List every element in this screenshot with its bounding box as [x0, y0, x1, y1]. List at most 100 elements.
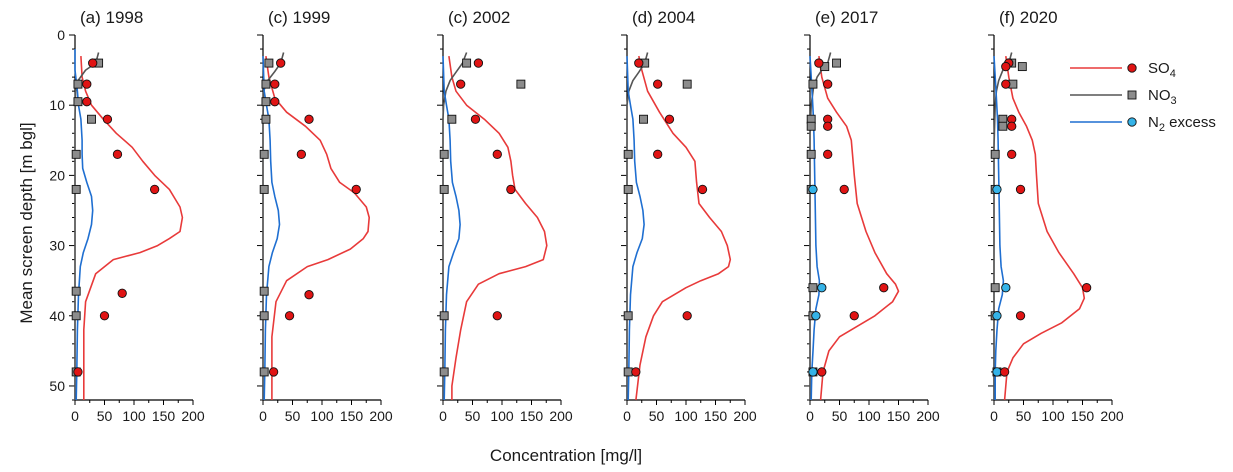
n2-excess-point — [992, 311, 1002, 321]
y-tick-label: 20 — [49, 167, 65, 183]
x-tick-label: 0 — [259, 408, 267, 424]
so4-point — [839, 184, 849, 195]
no3-point — [439, 367, 449, 377]
y-tick-label: 50 — [49, 378, 65, 394]
no3-point — [682, 79, 692, 89]
so4-curve — [448, 55, 548, 400]
no3-point — [439, 149, 449, 159]
so4-point — [817, 367, 827, 377]
x-tick-label: 150 — [152, 408, 176, 424]
so4-point — [634, 58, 644, 68]
so4-point — [88, 58, 98, 68]
no3-point — [261, 79, 271, 89]
no3-point — [259, 184, 269, 194]
so4-curve — [818, 55, 900, 401]
so4-curve — [80, 56, 184, 400]
no3-point — [808, 283, 818, 293]
so4-point — [879, 283, 889, 293]
so4-point — [1001, 61, 1011, 72]
so4-point — [697, 184, 708, 195]
so4-point — [664, 114, 675, 124]
no3-point — [516, 79, 526, 89]
x-tick-label: 150 — [704, 408, 728, 424]
no3-point — [990, 149, 1000, 159]
no3-point — [806, 121, 816, 131]
so4-point — [82, 79, 92, 89]
x-tick-label: 0 — [990, 408, 998, 424]
panel-5: 0 50 100 150 200 (e) 2017 — [804, 8, 940, 424]
no3-point — [998, 121, 1008, 131]
x-tick-label: 0 — [623, 408, 631, 424]
no3-point — [73, 97, 83, 107]
panel-title: (d) 2004 — [632, 8, 695, 27]
x-tick-label: 150 — [1071, 408, 1095, 424]
no3-point — [71, 286, 81, 296]
x-tick-label: 200 — [549, 408, 573, 424]
so4-point — [653, 149, 663, 159]
so4-point — [849, 311, 859, 321]
panel-1: 0 10 20 30 40 50 0 50 100 150 200 (a) 1998 — [49, 8, 204, 424]
so4-curve — [635, 55, 732, 401]
n2-excess-point — [1001, 283, 1011, 293]
so4-point — [823, 149, 833, 159]
x-tick-label: 100 — [310, 408, 334, 424]
panel-title: (c) 2002 — [448, 8, 510, 27]
so4-point — [1007, 149, 1017, 159]
panels-group: 0 10 20 30 40 50 0 50 100 150 200 (a) 1998 0 50 100 150… — [49, 8, 1123, 424]
legend-label-no3: NO3 — [1148, 87, 1177, 107]
x-axis-label: Concentration [mg/l] — [490, 446, 642, 465]
so4-point — [506, 184, 516, 195]
so4-point — [284, 311, 295, 321]
no3-point — [73, 79, 83, 89]
no3-point — [259, 311, 269, 321]
x-tick-label: 200 — [369, 408, 393, 424]
x-tick-label: 100 — [857, 408, 881, 424]
so4-point — [82, 97, 92, 107]
n2-excess-point — [817, 283, 827, 293]
so4-point — [456, 79, 466, 89]
so4-point — [1081, 283, 1092, 293]
x-tick-label: 100 — [674, 408, 698, 424]
y-tick-label: 40 — [49, 308, 65, 324]
x-tick-label: 200 — [916, 408, 940, 424]
x-tick-label: 200 — [1100, 408, 1124, 424]
so4-curve — [1003, 55, 1086, 401]
so4-point — [492, 311, 502, 321]
x-tick-label: 50 — [832, 408, 848, 424]
n2-excess-curve — [442, 56, 461, 401]
x-tick-label: 100 — [1041, 408, 1065, 424]
legend-marker-n2 — [1127, 117, 1137, 127]
so4-point — [823, 79, 833, 89]
no3-point — [261, 97, 271, 107]
n2-excess-curve — [626, 56, 645, 401]
no3-point — [87, 114, 96, 124]
y-tick-label: 0 — [57, 27, 65, 43]
n2-excess-point — [992, 367, 1002, 377]
panel-2: 0 50 100 150 200 (c) 1999 — [257, 8, 393, 424]
legend-label-n2: N2 excess — [1148, 114, 1216, 134]
n2-excess-point — [992, 184, 1002, 195]
no3-point — [439, 311, 449, 321]
so4-point — [470, 114, 481, 124]
so4-point — [117, 288, 127, 298]
so4-point — [296, 149, 306, 159]
no3-point — [990, 283, 1000, 293]
legend-entry-no3: NO3 — [1070, 87, 1177, 107]
so4-point — [99, 311, 110, 321]
x-tick-label: 50 — [97, 408, 113, 424]
legend-marker-so4 — [1127, 63, 1137, 73]
so4-curve — [265, 55, 371, 400]
n2-excess-point — [808, 367, 818, 377]
legend: SO4 NO3 N2 excess — [1070, 60, 1216, 134]
no3-point — [623, 184, 633, 194]
no3-point — [639, 114, 648, 124]
n2-excess-curve — [809, 56, 821, 401]
no3-point — [71, 184, 81, 194]
n2-excess-curve — [993, 56, 1005, 400]
panel-3: 0 50 100 150 200 (c) 2002 — [437, 8, 573, 424]
legend-entry-so4: SO4 — [1070, 60, 1176, 80]
so4-point — [653, 79, 663, 89]
x-tick-label: 0 — [439, 408, 447, 424]
so4-point — [814, 58, 824, 68]
